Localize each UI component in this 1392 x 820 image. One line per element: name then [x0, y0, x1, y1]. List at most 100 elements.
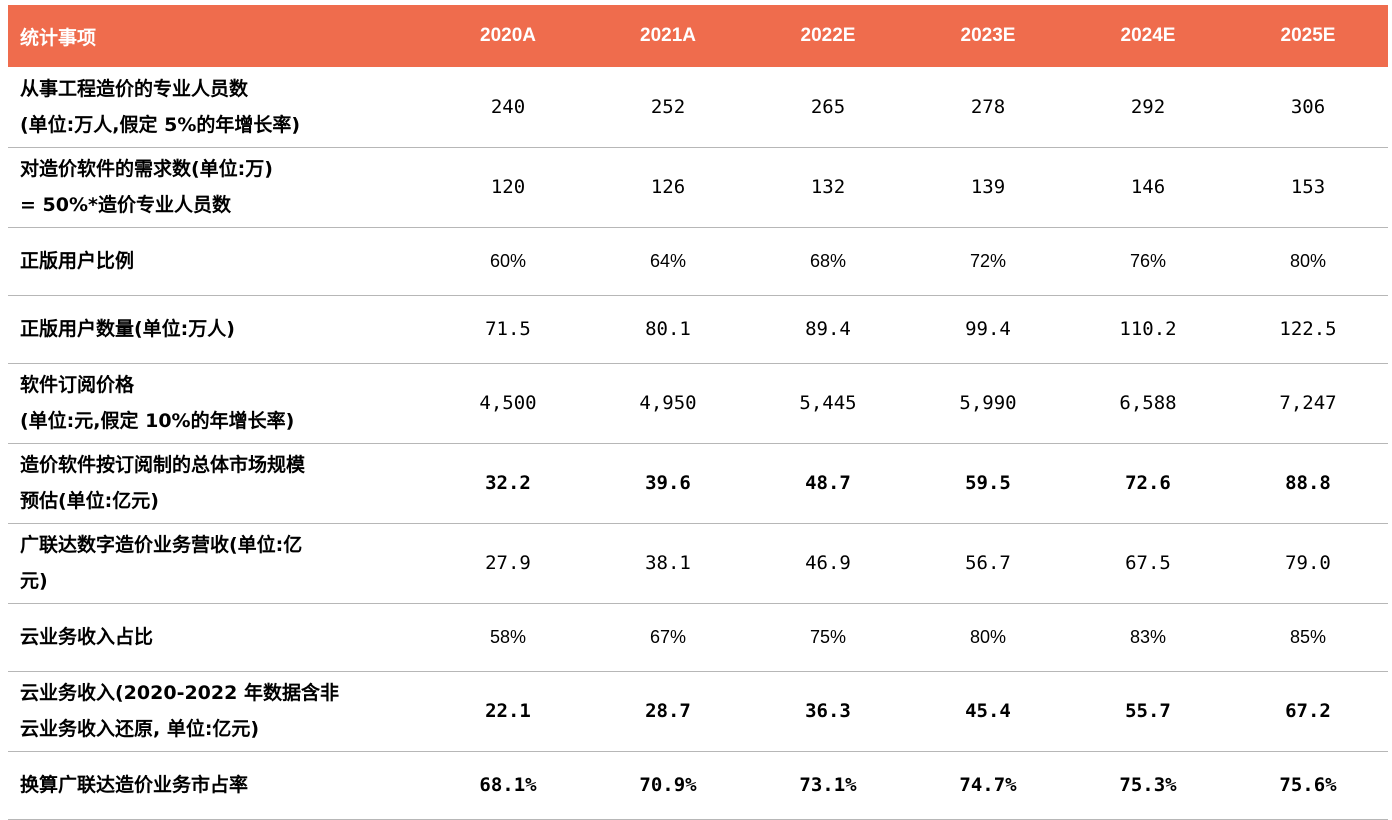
row-label-line: 从事工程造价的专业人员数: [20, 77, 249, 100]
table-cell: 292: [1130, 95, 1166, 118]
table-cell: 45.4: [965, 700, 1011, 722]
table-row-professionals: 从事工程造价的专业人员数 (单位:万人,假定 5%的年增长率) 240 252 …: [8, 67, 1388, 147]
table-cell: 70.9%: [639, 774, 697, 796]
table-cell: 83%: [1129, 626, 1167, 647]
table-cell: 60%: [489, 250, 527, 271]
table-cell: 88.8: [1285, 472, 1331, 494]
row-label-line: = 50%*造价专业人员数: [20, 194, 231, 216]
table-cell: 146: [1130, 176, 1166, 198]
row-label: 造价软件按订阅制的总体市场规模 预估(单位:亿元): [8, 443, 428, 523]
table-cell: 67.2: [1285, 700, 1331, 722]
table-cell: 5,990: [959, 392, 1017, 414]
table-cell: 126: [650, 176, 686, 198]
table-cell: 80%: [969, 626, 1007, 647]
header-year-2025e: 2025E: [1280, 25, 1336, 46]
table-cell: 46.9: [805, 552, 851, 574]
table-row-market-size: 造价软件按订阅制的总体市场规模 预估(单位:亿元) 32.2 39.6 48.7…: [8, 443, 1388, 523]
row-label: 对造价软件的需求数(单位:万) = 50%*造价专业人员数: [8, 147, 428, 227]
table-cell: 67%: [649, 626, 687, 647]
table-cell: 306: [1290, 95, 1326, 118]
row-label: 正版用户比例: [8, 227, 428, 295]
table-cell: 38.1: [645, 552, 691, 574]
table-cell: 80%: [1289, 250, 1327, 271]
table-cell: 71.5: [485, 318, 531, 340]
table-cell: 80.1: [645, 318, 691, 340]
header-year-2022e: 2022E: [800, 25, 856, 46]
table-cell: 4,500: [479, 392, 537, 414]
table-cell: 56.7: [965, 552, 1011, 574]
table-row-software-demand: 对造价软件的需求数(单位:万) = 50%*造价专业人员数 120 126 13…: [8, 147, 1388, 227]
table-cell: 76%: [1129, 250, 1167, 271]
table-cell: 99.4: [965, 318, 1011, 340]
table-row-subscription-price: 软件订阅价格 (单位:元,假定 10%的年增长率) 4,500 4,950 5,…: [8, 363, 1388, 443]
table-cell: 67.5: [1125, 552, 1171, 574]
table-cell: 28.7: [645, 700, 691, 722]
table-row-cloud-share: 云业务收入占比 58% 67% 75% 80% 83% 85%: [8, 603, 1388, 671]
table-cell: 252: [650, 95, 686, 118]
table-row-licensed-ratio: 正版用户比例 60% 64% 68% 72% 76% 80%: [8, 227, 1388, 295]
table-row-glodon-revenue: 广联达数字造价业务营收(单位:亿 元) 27.9 38.1 46.9 56.7 …: [8, 523, 1388, 603]
row-label: 云业务收入(2020-2022 年数据含非 云业务收入还原, 单位:亿元): [8, 671, 428, 751]
row-label: 云业务收入占比: [8, 603, 428, 671]
table-cell: 68%: [809, 250, 847, 271]
table-cell: 59.5: [965, 472, 1011, 494]
row-label-line: 云业务收入(2020-2022 年数据含非: [20, 682, 339, 704]
table-row-market-share: 换算广联达造价业务市占率 68.1% 70.9% 73.1% 74.7% 75.…: [8, 751, 1388, 819]
row-label-line: 换算广联达造价业务市占率: [20, 774, 249, 796]
row-label: 换算广联达造价业务市占率: [8, 751, 428, 819]
table-cell: 74.7%: [959, 774, 1017, 796]
row-label-line: 广联达数字造价业务营收(单位:亿: [20, 534, 303, 556]
row-label-line: 预估(单位:亿元): [20, 490, 159, 512]
header-year-2024e: 2024E: [1120, 25, 1176, 46]
row-label-line: 软件订阅价格: [20, 374, 135, 396]
table-cell: 75.6%: [1279, 774, 1337, 796]
table-cell: 85%: [1289, 626, 1327, 647]
table-cell: 64%: [649, 250, 687, 271]
header-year-2020a: 2020A: [480, 25, 536, 46]
table-cell: 110.2: [1119, 318, 1177, 340]
row-label: 从事工程造价的专业人员数 (单位:万人,假定 5%的年增长率): [8, 67, 428, 147]
table-cell: 36.3: [805, 700, 851, 722]
table-cell: 48.7: [805, 472, 851, 494]
row-label-line: (单位:元,假定 10%的年增长率): [20, 410, 295, 432]
header-year-2021a: 2021A: [640, 25, 696, 46]
row-label-line: 造价软件按订阅制的总体市场规模: [20, 454, 306, 476]
row-label-line: 正版用户比例: [20, 250, 135, 272]
table-cell: 4,950: [639, 392, 697, 414]
table-cell: 7,247: [1279, 392, 1337, 414]
row-label: 正版用户数量(单位:万人): [8, 295, 428, 363]
header-label: 统计事项: [20, 26, 97, 49]
table-cell: 240: [490, 95, 526, 118]
table-cell: 39.6: [645, 472, 691, 494]
table-cell: 22.1: [485, 700, 531, 722]
table-cell: 75.3%: [1119, 774, 1177, 796]
table-cell: 55.7: [1125, 700, 1171, 722]
row-label-line: 云业务收入占比: [20, 626, 154, 648]
table-row-licensed-users: 正版用户数量(单位:万人) 71.5 80.1 89.4 99.4 110.2 …: [8, 295, 1388, 363]
row-label-line: (单位:万人,假定 5%的年增长率): [20, 113, 301, 136]
table-cell: 32.2: [485, 472, 531, 494]
table-cell: 73.1%: [799, 774, 857, 796]
header-row: 统计事项 2020A 2021A 2022E 2023E 2024E 2025E: [8, 5, 1388, 67]
table-cell: 122.5: [1279, 318, 1337, 340]
row-label-line: 元): [20, 570, 48, 592]
table-cell: 79.0: [1285, 552, 1331, 574]
table-cell: 139: [970, 176, 1006, 198]
row-label-line: 对造价软件的需求数(单位:万): [20, 158, 273, 180]
row-label-line: 正版用户数量(单位:万人): [20, 318, 235, 340]
table-cell: 120: [490, 176, 526, 198]
table-cell: 5,445: [799, 392, 857, 414]
table-cell: 27.9: [485, 552, 531, 574]
table-cell: 132: [810, 176, 846, 198]
forecast-table: 统计事项 2020A 2021A 2022E 2023E 2024E 2025E…: [8, 5, 1388, 820]
table-cell: 265: [810, 95, 846, 118]
row-label: 软件订阅价格 (单位:元,假定 10%的年增长率): [8, 363, 428, 443]
table-cell: 75%: [809, 626, 847, 647]
table-cell: 68.1%: [479, 774, 537, 796]
table-cell: 6,588: [1119, 392, 1177, 414]
table-cell: 89.4: [805, 318, 851, 340]
table-cell: 278: [970, 95, 1006, 118]
table-row-cloud-revenue: 云业务收入(2020-2022 年数据含非 云业务收入还原, 单位:亿元) 22…: [8, 671, 1388, 751]
header-year-2023e: 2023E: [960, 25, 1016, 46]
row-label: 广联达数字造价业务营收(单位:亿 元): [8, 523, 428, 603]
